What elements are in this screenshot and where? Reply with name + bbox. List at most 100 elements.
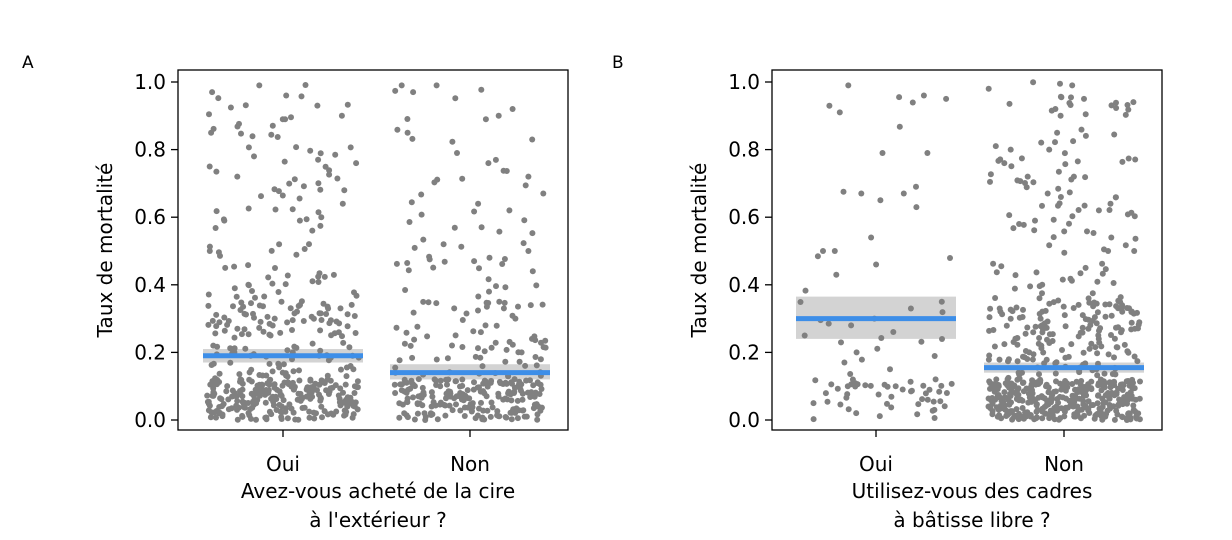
data-point (1014, 341, 1021, 348)
data-point (272, 265, 278, 271)
panel-a-letter: A (22, 53, 34, 73)
data-point (509, 106, 516, 112)
x-tick-label: Oui (266, 452, 300, 476)
data-point (1017, 178, 1024, 185)
data-point (300, 318, 307, 324)
data-point (291, 176, 298, 183)
data-point (242, 345, 249, 352)
data-point (1001, 160, 1008, 167)
data-point (1036, 371, 1042, 378)
data-point (1016, 221, 1023, 227)
data-point (229, 387, 236, 394)
data-point (1016, 375, 1023, 382)
data-point (1055, 185, 1062, 192)
data-point (890, 329, 897, 335)
data-point (1024, 412, 1031, 419)
data-point (227, 345, 234, 352)
data-point (284, 347, 291, 354)
data-point (248, 366, 255, 373)
y-tick-label: 0.6 (728, 205, 760, 229)
data-point (443, 390, 450, 397)
panel-a-plot-frame (177, 69, 569, 431)
data-point (877, 197, 884, 204)
data-point (1050, 216, 1057, 223)
data-point (351, 390, 358, 396)
panel-b-points (797, 79, 1143, 423)
data-point (503, 380, 510, 387)
data-point (317, 327, 324, 334)
data-point (207, 414, 214, 421)
data-point (1086, 345, 1093, 352)
data-point (499, 261, 506, 267)
data-point (896, 123, 903, 130)
data-point (404, 414, 411, 421)
data-point (442, 402, 449, 409)
data-point (875, 391, 882, 398)
data-point (310, 409, 317, 416)
data-point (987, 171, 994, 178)
data-point (343, 373, 350, 380)
data-point (1094, 372, 1101, 379)
data-point (509, 341, 516, 348)
data-point (1113, 99, 1119, 106)
data-point (1125, 410, 1132, 417)
data-point (401, 340, 408, 347)
data-point (1079, 312, 1086, 319)
data-point (339, 333, 345, 340)
data-point (471, 258, 478, 265)
data-point (1014, 335, 1021, 341)
data-point (283, 405, 289, 412)
data-point (434, 176, 441, 183)
data-point (402, 287, 409, 293)
data-point (845, 406, 852, 413)
data-point (930, 398, 937, 405)
data-point (508, 409, 515, 416)
data-point (1006, 401, 1013, 408)
data-point (1023, 184, 1030, 191)
data-point (1091, 314, 1098, 321)
data-point (414, 410, 421, 417)
data-point (537, 356, 544, 363)
data-point (797, 299, 804, 305)
data-point (278, 298, 285, 305)
data-point (495, 390, 502, 397)
data-point (481, 348, 488, 355)
data-point (474, 384, 481, 391)
data-point (1086, 299, 1093, 306)
data-point (443, 395, 449, 402)
data-point (393, 324, 400, 331)
data-point (284, 272, 291, 279)
data-point (533, 362, 540, 369)
data-point (317, 395, 324, 402)
data-point (291, 343, 298, 350)
data-point (1032, 217, 1038, 224)
data-point (344, 323, 351, 330)
data-point (918, 338, 925, 345)
data-point (1106, 207, 1113, 213)
data-point (1061, 150, 1068, 157)
data-point (334, 175, 341, 182)
data-point (909, 99, 916, 106)
data-point (210, 379, 217, 386)
data-point (802, 287, 809, 294)
data-point (249, 133, 256, 140)
data-point (1096, 405, 1103, 412)
data-point (442, 412, 449, 419)
data-point (1055, 168, 1062, 175)
data-point (1036, 380, 1042, 387)
panel-a-x-label-line2: à l'extérieur ? (309, 508, 447, 532)
panel-a-x-label-line1: Avez-vous acheté de la cire (241, 479, 515, 503)
data-point (1062, 161, 1069, 168)
data-point (1057, 80, 1063, 87)
data-point (936, 388, 943, 395)
data-point (347, 363, 354, 369)
data-point (457, 407, 464, 414)
data-point (1068, 176, 1075, 183)
data-point (444, 381, 450, 388)
data-point (993, 269, 1000, 276)
data-point (525, 173, 532, 180)
data-point (532, 354, 539, 360)
data-point (309, 393, 316, 400)
data-point (878, 335, 885, 341)
data-point (235, 404, 242, 411)
